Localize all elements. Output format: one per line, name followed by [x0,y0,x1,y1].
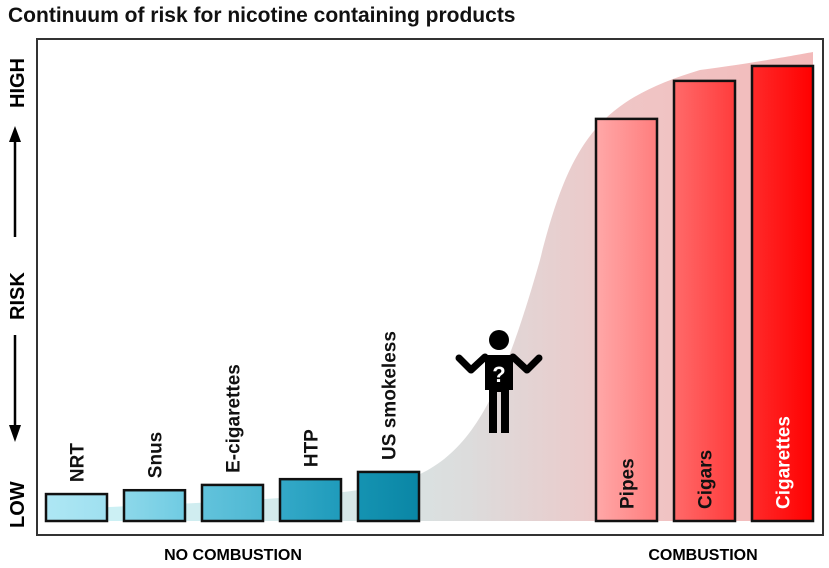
bar-label-nrt: NRT [68,443,89,482]
bar-label-us-smokeless: US smokeless [380,331,401,460]
confused-person-question-icon: ? [455,330,543,433]
bar-label-e-cigarettes: E-cigarettes [224,364,245,473]
chart-frame [36,38,824,536]
bar-label-cigars: Cigars [696,450,717,509]
bar-cigars [672,79,737,523]
bar-snus [122,488,187,523]
bar-pipes [594,117,659,523]
bar-label-snus: Snus [146,432,167,478]
svg-text:?: ? [492,362,505,387]
bar-us-smokeless [356,470,421,523]
chart-title: Continuum of risk for nicotine containin… [8,4,516,27]
bar-cigarettes [750,64,815,523]
bar-e-cigarettes [200,483,265,523]
bar-label-cigarettes: Cigarettes [774,416,795,509]
bar-nrt [44,492,109,523]
bar-label-pipes: Pipes [618,458,639,509]
group-label-no-combustion: NO COMBUSTION [164,547,302,564]
y-label-risk: RISK [7,272,29,320]
y-axis-arrow [9,126,21,442]
group-label-combustion: COMBUSTION [648,547,757,564]
bar-label-htp: HTP [302,429,323,467]
y-label-high: HIGH [7,58,29,108]
y-label-low: LOW [7,481,29,528]
bar-htp [278,477,343,523]
